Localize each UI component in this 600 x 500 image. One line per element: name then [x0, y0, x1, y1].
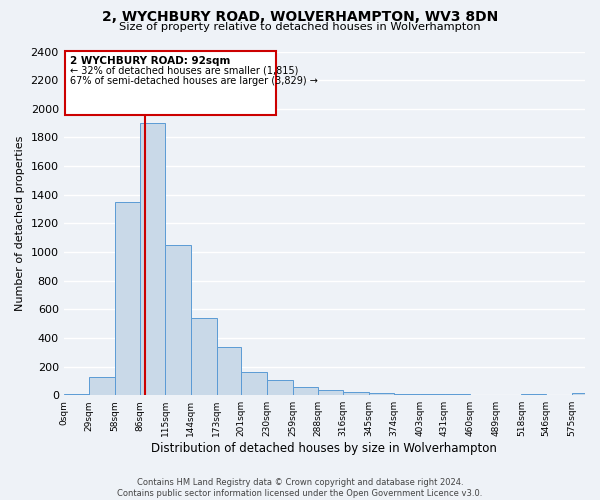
- Bar: [89, 378, 115, 395]
- Bar: [572, 393, 598, 395]
- Bar: [267, 380, 293, 395]
- Bar: [241, 372, 267, 395]
- Bar: [140, 123, 165, 395]
- Bar: [65, 52, 276, 114]
- Text: ← 32% of detached houses are smaller (1,815): ← 32% of detached houses are smaller (1,…: [70, 66, 298, 76]
- Text: Contains HM Land Registry data © Crown copyright and database right 2024.
Contai: Contains HM Land Registry data © Crown c…: [118, 478, 482, 498]
- Bar: [191, 318, 217, 395]
- Bar: [420, 394, 445, 395]
- Text: Size of property relative to detached houses in Wolverhampton: Size of property relative to detached ho…: [119, 22, 481, 32]
- Y-axis label: Number of detached properties: Number of detached properties: [15, 136, 25, 311]
- X-axis label: Distribution of detached houses by size in Wolverhampton: Distribution of detached houses by size …: [151, 442, 497, 455]
- Bar: [343, 392, 368, 395]
- Bar: [165, 245, 191, 395]
- Bar: [368, 393, 394, 395]
- Bar: [394, 394, 420, 395]
- Bar: [217, 347, 241, 395]
- Bar: [293, 386, 318, 395]
- Text: 67% of semi-detached houses are larger (3,829) →: 67% of semi-detached houses are larger (…: [70, 76, 318, 86]
- Text: 2, WYCHBURY ROAD, WOLVERHAMPTON, WV3 8DN: 2, WYCHBURY ROAD, WOLVERHAMPTON, WV3 8DN: [102, 10, 498, 24]
- Bar: [521, 394, 546, 395]
- Bar: [64, 394, 89, 395]
- Bar: [318, 390, 343, 395]
- Text: 2 WYCHBURY ROAD: 92sqm: 2 WYCHBURY ROAD: 92sqm: [70, 56, 230, 66]
- Bar: [115, 202, 140, 395]
- Bar: [445, 394, 470, 395]
